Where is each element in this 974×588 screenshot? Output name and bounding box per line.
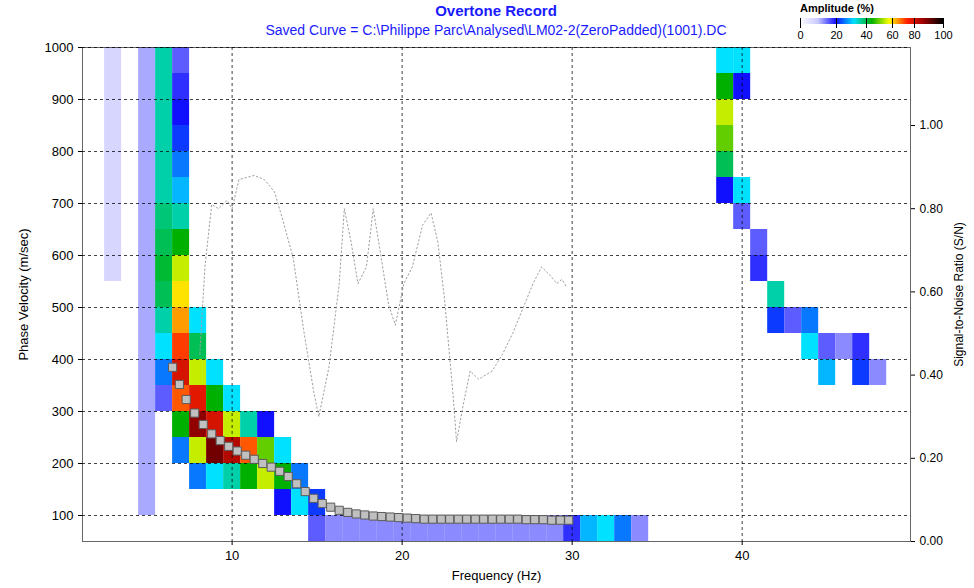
svg-text:500: 500 [52,300,74,315]
svg-text:40: 40 [860,29,872,41]
svg-text:0.00: 0.00 [920,534,944,548]
svg-text:1.00: 1.00 [920,118,944,132]
svg-text:600: 600 [52,248,74,263]
svg-text:0.40: 0.40 [920,368,944,382]
svg-text:40: 40 [735,548,749,563]
svg-text:0.60: 0.60 [920,285,944,299]
svg-text:Signal-to-Noise Ratio (S/N): Signal-to-Noise Ratio (S/N) [952,222,966,367]
html-text:Overtone Record: Overtone Record [435,2,557,19]
svg-text:700: 700 [52,196,74,211]
svg-text:80: 80 [908,29,920,41]
svg-text:20: 20 [830,29,842,41]
svg-text:Frequency (Hz): Frequency (Hz) [452,568,542,583]
html-text:Saved Curve = C:\Philippe Parc: Saved Curve = C:\Philippe Parc\Analysed\… [265,22,727,38]
svg-text:900: 900 [52,92,74,107]
svg-text:1000: 1000 [45,40,74,55]
svg-text:0: 0 [797,29,803,41]
svg-text:100: 100 [52,508,74,523]
svg-text:Phase Velocity (m/sec): Phase Velocity (m/sec) [16,228,31,360]
svg-text:800: 800 [52,144,74,159]
svg-text:30: 30 [565,548,579,563]
svg-text:20: 20 [395,548,409,563]
svg-text:400: 400 [52,352,74,367]
svg-text:0.20: 0.20 [920,451,944,465]
svg-text:Amplitude (%): Amplitude (%) [800,2,874,14]
svg-text:10: 10 [225,548,239,563]
svg-text:0.80: 0.80 [920,202,944,216]
svg-text:200: 200 [52,456,74,471]
svg-text:100: 100 [934,29,952,41]
svg-text:60: 60 [886,29,898,41]
svg-text:300: 300 [52,404,74,419]
